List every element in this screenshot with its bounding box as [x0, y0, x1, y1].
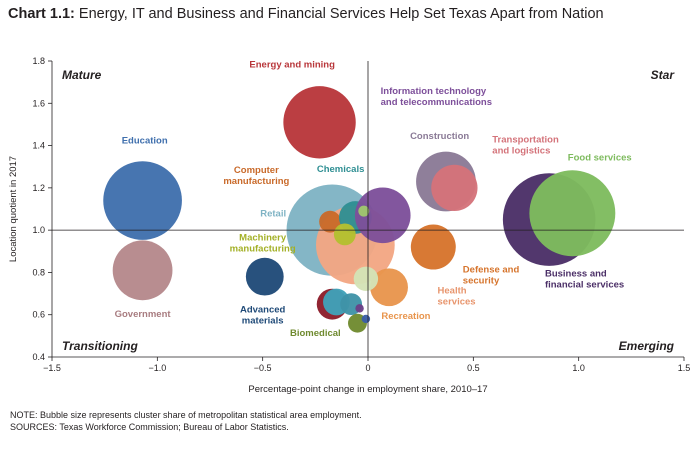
bubble-light-green: [353, 266, 379, 291]
bubble-education: [103, 161, 182, 240]
bubble-blue-small: [361, 314, 371, 324]
bubble-label: Computer manufacturing: [223, 165, 289, 187]
bubble-energy-and-mining: [283, 86, 356, 159]
bubble-information-technology-and-telecommunications: [354, 187, 411, 244]
y-tick-label: 0.6: [32, 310, 45, 320]
x-tick-label: 0.5: [467, 363, 480, 373]
bubble-label: Chemicals: [317, 164, 365, 175]
x-tick-label: 1.5: [678, 363, 691, 373]
y-tick-label: 1.2: [32, 183, 45, 193]
bubble-advanced-materials: [245, 257, 284, 296]
quadrant-label-star: Star: [651, 68, 676, 82]
y-tick-label: 0.8: [32, 267, 45, 277]
bubble-label: Transportation and logistics: [492, 134, 559, 156]
bubbles-layer: [103, 86, 616, 333]
quadrant-label-emerging: Emerging: [619, 339, 675, 353]
bubble-small-green: [358, 205, 370, 217]
x-axis-label: Percentage-point change in employment sh…: [248, 384, 487, 395]
bubble-label: Recreation: [381, 311, 430, 322]
chart-sources: SOURCES: Texas Workforce Commission; Bur…: [10, 422, 289, 432]
bubble-label: Education: [122, 135, 168, 146]
bubble-label: Machinery manufacturing: [230, 233, 296, 255]
bubble-government: [112, 240, 173, 301]
x-tick-label: −1.0: [148, 363, 166, 373]
bubble-label: Business and financial services: [545, 269, 624, 291]
labels-layer: Education Government Advanced materials Ener…: [115, 59, 632, 339]
y-axis-label: Location quotient in 2017: [8, 156, 19, 262]
x-tick-label: 0: [365, 363, 370, 373]
quadrant-label-transitioning: Transitioning: [62, 339, 138, 353]
y-tick-label: 1.6: [32, 98, 45, 108]
axes-layer: 0.4 0.6 0.8 1.0 1.2 1.4 1.6 1.8 −1.5 −1.0 −0.5 0 0.5…: [32, 56, 690, 373]
bubble-label: Information technology and telecommunicat…: [381, 86, 492, 108]
bubble-defense-and-security: [410, 224, 456, 270]
y-tick-label: 1.0: [32, 225, 45, 235]
bubble-purple-small: [355, 304, 364, 313]
bubble-label: Construction: [410, 131, 469, 142]
bubble-label: Food services: [568, 152, 632, 163]
bubble-label: Advanced materials: [240, 305, 286, 327]
y-tick-label: 0.4: [32, 352, 45, 362]
bubble-recreation: [370, 268, 408, 307]
y-tick-label: 1.4: [32, 141, 45, 151]
chart-title: Chart 1.1: Energy, IT and Business and F…: [8, 6, 604, 22]
x-tick-label: −1.5: [43, 363, 61, 373]
bubble-computer-manufacturing: [319, 210, 341, 233]
x-tick-label: −0.5: [254, 363, 272, 373]
bubble-label: Energy and mining: [249, 59, 335, 70]
x-tick-label: 1.0: [572, 363, 585, 373]
chart-note: NOTE: Bubble size represents cluster sha…: [10, 410, 362, 420]
bubble-label: Health services: [438, 286, 476, 308]
chart-title-text: Energy, IT and Business and Financial Se…: [78, 6, 604, 22]
chart-number: Chart 1.1:: [8, 6, 75, 22]
bubble-label: Biomedical: [290, 328, 341, 339]
bubble-food-services: [529, 170, 616, 257]
bubble-machinery-manufacturing: [333, 223, 356, 246]
quadrant-label-mature: Mature: [62, 68, 102, 82]
bubble-label: Government: [115, 309, 172, 320]
y-tick-label: 1.8: [32, 56, 45, 66]
bubble-label: Retail: [260, 208, 286, 219]
bubble-label: Defense and security: [463, 264, 520, 286]
bubble-transportation-and-logistics: [431, 164, 478, 212]
